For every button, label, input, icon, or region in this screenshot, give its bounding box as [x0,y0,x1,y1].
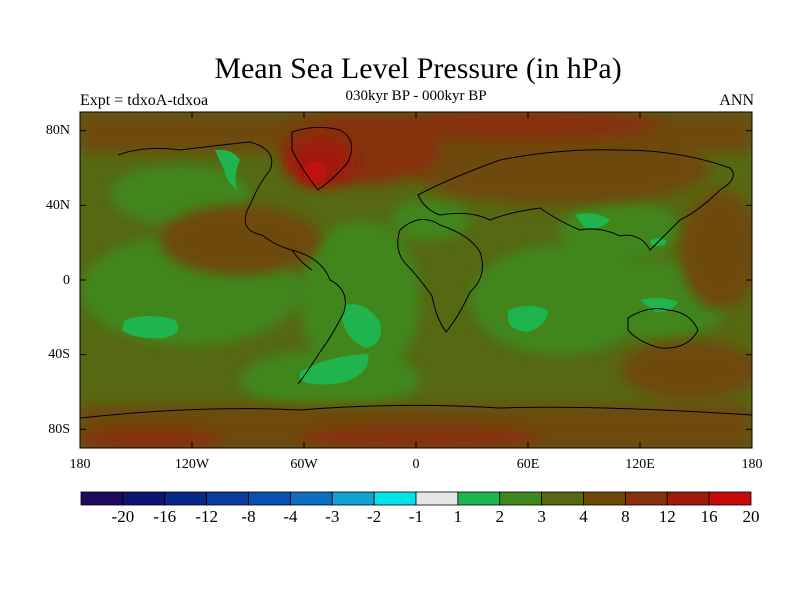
x-tick-label: 60E [516,457,540,472]
colorbar-swatch [248,491,291,506]
colorbar-swatch [289,491,333,506]
colorbar-swatch [666,491,710,506]
colorbar-tick-label: -3 [325,507,340,526]
colorbar-tick-label: 12 [658,507,676,526]
colorbar-swatch [164,491,208,506]
colorbar-swatch [122,491,166,506]
field-level-2 [122,149,678,385]
colorbar-tick-label: 2 [495,507,505,526]
season-label: ANN [719,92,754,109]
colorbar-tick-label: -2 [367,507,382,526]
colorbar-swatch [708,491,752,506]
x-tick-label: 60W [290,457,318,472]
coastlines [80,126,752,419]
colorbar-swatch [583,491,626,506]
colorbar-swatch [541,491,584,506]
colorbar-tick-label: -8 [241,507,256,526]
colorbar-tick-label: -16 [153,507,177,526]
colorbar-swatch [457,491,501,506]
colorbar-tick-label: -20 [111,507,135,526]
colorbar-tick-label: 1 [453,507,463,526]
colorbar-tick-label: -4 [283,507,298,526]
colorbar-tick-label: -1 [408,507,424,526]
colorbar-tick-label: 16 [700,507,718,526]
colorbar-swatch [415,491,459,506]
x-tick-label: 0 [412,457,420,472]
colorbar [80,491,752,506]
x-tick-label: 120E [625,457,655,472]
colorbar-swatch [206,491,249,506]
colorbar-tick-label: 20 [742,507,760,526]
colorbar-swatch [80,491,124,506]
x-tick-marks [79,112,753,448]
colorbar-swatch [624,491,668,506]
y-tick-label: 0 [63,273,70,288]
y-tick-marks [80,130,752,430]
y-tick-label: 40S [48,347,70,362]
colorbar-swatch [331,491,375,506]
colorbar-swatch [499,491,543,506]
colorbar-swatch [373,491,417,506]
pressure-field [80,112,752,448]
x-tick-label: 180 [69,457,91,472]
experiment-label: Expt = tdxoA-tdxoa [80,92,209,109]
y-tick-label: 80N [45,123,70,138]
x-tick-label: 180 [741,457,763,472]
colorbar-tick-label: 3 [537,507,546,526]
colorbar-tick-label: -12 [195,507,218,526]
x-tick-label: 120W [174,457,210,472]
chart-subtitle: 030kyr BP - 000kyr BP [345,88,487,104]
y-tick-label: 40N [45,198,70,213]
y-tick-label: 80S [48,422,70,437]
chart-title: Mean Sea Level Pressure (in hPa) [214,52,622,85]
field-level-20 [303,160,327,184]
colorbar-tick-label: 4 [579,507,588,526]
colorbar-tick-label: 8 [621,507,630,526]
